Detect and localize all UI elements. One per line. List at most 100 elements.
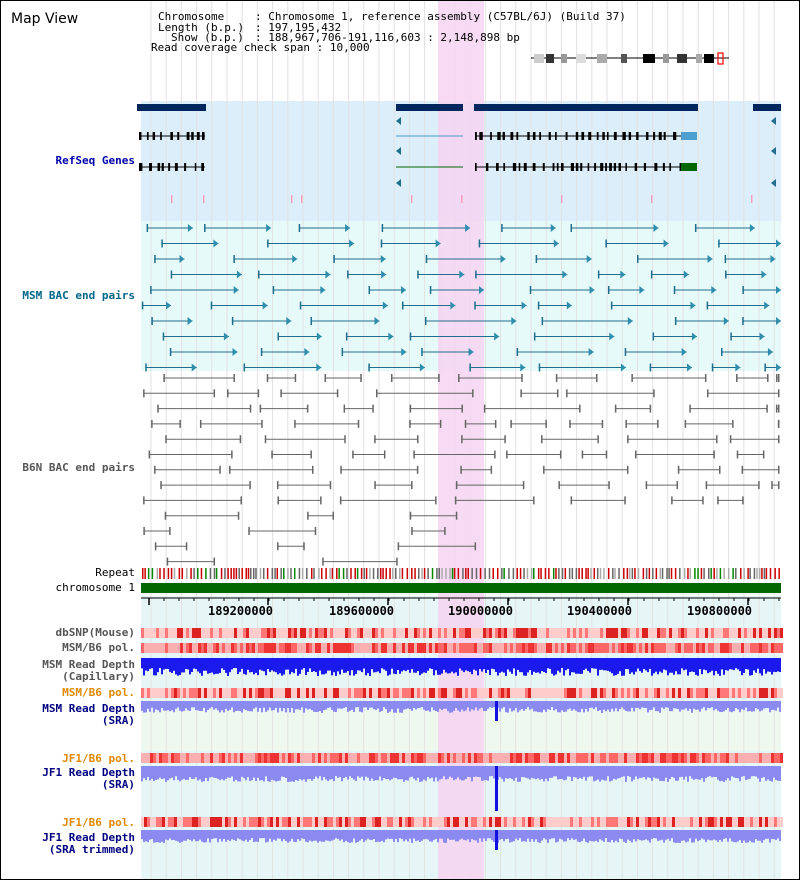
gene-arrow	[771, 179, 776, 187]
heat-cell	[201, 817, 204, 827]
read-depth-bar	[299, 658, 301, 674]
read-depth-bar	[565, 701, 567, 712]
read-depth-bar	[563, 766, 565, 781]
bac-end	[771, 481, 773, 490]
read-depth-bar	[743, 701, 745, 711]
heat-cell	[486, 817, 489, 827]
read-depth-bar	[235, 658, 237, 669]
heat-cell	[702, 643, 705, 653]
bac-end	[249, 404, 252, 413]
read-depth-bar	[165, 701, 167, 711]
read-depth-bar	[519, 658, 521, 673]
read-depth-bar	[463, 701, 465, 712]
read-depth-bar	[297, 658, 299, 676]
read-depth-bar	[241, 766, 243, 777]
heat-cell	[672, 643, 675, 653]
bac-end	[674, 317, 677, 325]
track-label-msm-b6-pol[interactable]: MSM/B6 pol.	[62, 641, 135, 654]
heat-cell	[189, 688, 192, 698]
heat-cell	[729, 643, 732, 653]
track-label-msm-depth-capillary[interactable]: MSM Read Depth	[42, 658, 135, 671]
bac-end	[764, 301, 770, 310]
repeat-mark	[496, 568, 499, 579]
track-label-msm-bac[interactable]: MSM BAC end pairs	[22, 289, 135, 302]
heat-cell	[501, 688, 504, 698]
repeat-mark	[423, 568, 426, 579]
heat-cell	[474, 753, 477, 763]
heat-cell	[492, 643, 495, 653]
repeat-mark	[431, 568, 434, 579]
repeat-mark	[623, 568, 625, 579]
read-depth-bar	[145, 830, 147, 842]
heat-cell	[483, 643, 486, 653]
bac-end	[267, 239, 269, 248]
read-depth-bar	[757, 830, 759, 841]
read-depth-bar	[317, 830, 319, 843]
read-depth-bar	[535, 830, 537, 840]
bac-end	[649, 363, 652, 372]
read-depth-bar	[343, 830, 345, 843]
read-depth-bar	[397, 701, 399, 709]
read-depth-bar	[261, 658, 263, 671]
read-depth-bar	[511, 830, 513, 842]
read-depth-bar	[419, 701, 421, 708]
read-depth-bar	[491, 701, 493, 708]
track-label-jf1-b6-pol-2[interactable]: JF1/B6 pol.	[62, 816, 135, 829]
track-label-jf1-depth-trimmed[interactable]: JF1 Read Depth	[42, 831, 135, 844]
read-depth-bar	[319, 766, 321, 777]
repeat-mark	[467, 568, 469, 579]
bac-end	[396, 557, 398, 566]
read-depth-bar	[323, 701, 325, 711]
read-depth-bar	[771, 658, 773, 675]
read-depth-bar	[219, 766, 221, 781]
heat-cell	[624, 688, 627, 698]
heat-cell	[777, 688, 780, 698]
read-depth-bar	[771, 701, 773, 710]
read-depth-bar	[319, 701, 321, 712]
heat-cell	[378, 817, 381, 827]
heat-cell	[213, 643, 216, 653]
read-depth-bar	[745, 830, 747, 843]
heat-cell	[765, 753, 768, 763]
read-depth-bar	[765, 658, 767, 674]
read-depth-bar	[217, 830, 219, 843]
repeat-mark	[587, 568, 589, 579]
track-label-dbsnp[interactable]: dbSNP(Mouse)	[55, 626, 135, 639]
read-depth-bar	[687, 766, 689, 782]
track-label-msm-depth-sra[interactable]: MSM Read Depth	[42, 702, 135, 715]
read-depth-bar	[419, 658, 421, 676]
heat-cell	[666, 628, 669, 638]
read-depth-bar	[383, 658, 385, 670]
heat-cell	[612, 753, 615, 763]
read-depth-bar	[685, 766, 687, 777]
repeat-mark	[156, 568, 159, 579]
heat-cell	[171, 688, 174, 698]
track-label-jf1-depth-sra[interactable]: JF1 Read Depth	[42, 766, 135, 779]
read-depth-bar	[685, 830, 687, 843]
read-depth-bar	[577, 766, 579, 780]
read-depth-bar	[651, 658, 653, 676]
heat-cell	[738, 643, 741, 653]
length-key: Length (b.p.)	[158, 21, 245, 34]
track-label-b6n-bac[interactable]: B6N BAC end pairs	[22, 461, 135, 474]
heat-cell	[567, 753, 570, 763]
heat-cell	[582, 628, 585, 638]
read-depth-bar	[599, 658, 601, 670]
read-depth-bar	[439, 830, 441, 839]
read-depth-bar	[511, 658, 513, 674]
read-depth-bar	[249, 766, 251, 782]
read-depth-bar	[695, 701, 697, 710]
track-label-jf1-b6-pol[interactable]: JF1/B6 pol.	[62, 752, 135, 765]
repeat-mark	[306, 568, 308, 579]
bac-end	[533, 332, 536, 341]
read-depth-bar	[335, 830, 337, 839]
read-depth-bar	[591, 766, 593, 777]
track-label-msm-b6-pol-2[interactable]: MSM/B6 pol.	[62, 686, 135, 699]
exon	[168, 163, 171, 171]
heat-cell	[579, 817, 582, 827]
heat-cell	[282, 643, 285, 653]
heat-cell	[648, 688, 651, 698]
track-label-refseq-genes[interactable]: RefSeq Genes	[55, 154, 135, 167]
heat-cell	[162, 753, 165, 763]
